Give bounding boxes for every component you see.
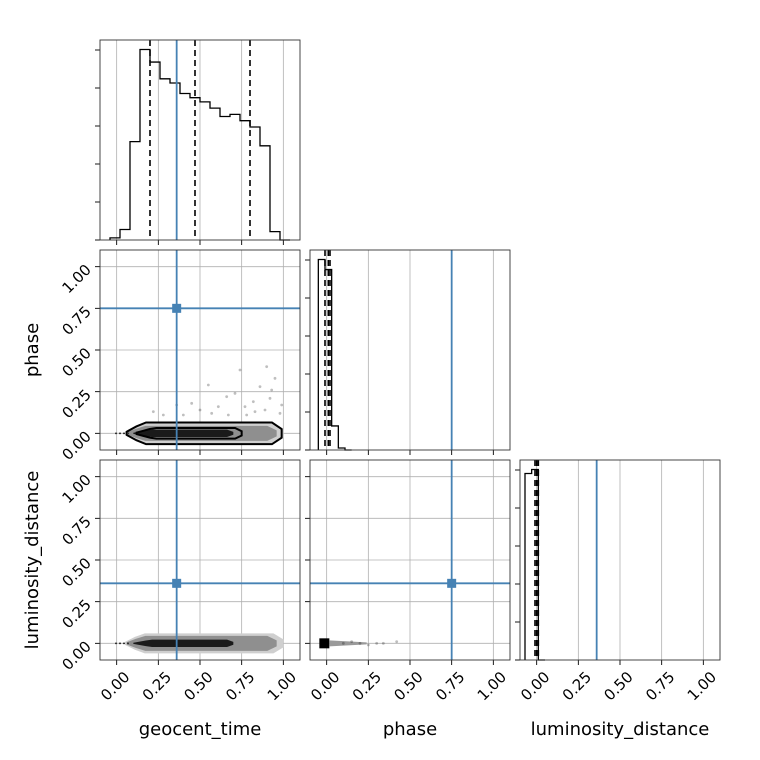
panel-frame-1-1 bbox=[309, 249, 511, 451]
scatter-point-1-0-3 bbox=[198, 408, 202, 412]
ylabel-luminosity-distance: luminosity_distance bbox=[22, 471, 43, 650]
scatter-point-2-1-1 bbox=[350, 640, 354, 644]
scatter-point-2-1-4 bbox=[375, 641, 379, 645]
xtick-label-luminosity_distance-4: 1.00 bbox=[684, 668, 720, 704]
ytick-label-luminosity_distance-0: 0.00 bbox=[58, 637, 94, 673]
xlabel-phase: phase bbox=[383, 719, 437, 740]
ytick-label-luminosity_distance-4: 1.00 bbox=[58, 471, 94, 507]
density-tail-2-1 bbox=[329, 640, 367, 647]
scatter-point-1-0-17 bbox=[226, 413, 230, 417]
ytick-label-phase-4: 1.00 bbox=[58, 261, 94, 297]
scatter-point-1-0-19 bbox=[190, 401, 194, 405]
scatter-point-1-0-5 bbox=[216, 405, 220, 409]
scatter-point-1-0-14 bbox=[273, 376, 277, 380]
truth-marker-1-0 bbox=[172, 303, 182, 313]
scatter-point-1-0-12 bbox=[263, 408, 267, 412]
scatter-point-1-0-4 bbox=[206, 383, 210, 387]
scatter-point-1-0-8 bbox=[238, 368, 242, 372]
truth-marker-2-1 bbox=[447, 578, 457, 588]
ytick-label-luminosity_distance-3: 0.75 bbox=[58, 512, 94, 548]
histogram-phase bbox=[317, 258, 352, 451]
truth-marker-2-0 bbox=[172, 578, 182, 588]
xtick-label-geocent_time-2: 0.50 bbox=[180, 668, 216, 704]
contour-outer-1-0 bbox=[125, 421, 283, 446]
scatter-point-1-0-16 bbox=[265, 365, 269, 369]
panel-frame-2-0 bbox=[99, 459, 301, 661]
contour-inner-1-0 bbox=[135, 427, 243, 440]
density-core-2-0 bbox=[133, 639, 234, 647]
panel-frame-0-0 bbox=[99, 39, 301, 241]
ytick-label-phase-3: 0.75 bbox=[58, 302, 94, 338]
scatter-point-1-0-18 bbox=[161, 413, 165, 417]
ytick-label-luminosity_distance-2: 0.50 bbox=[58, 554, 94, 590]
scatter-point-1-0-22 bbox=[210, 411, 214, 415]
scatter-point-1-0-23 bbox=[243, 405, 247, 409]
xtick-label-phase-3: 0.75 bbox=[432, 668, 468, 704]
xtick-label-luminosity_distance-1: 0.25 bbox=[559, 668, 595, 704]
xtick-label-geocent_time-1: 0.25 bbox=[139, 668, 175, 704]
xtick-label-luminosity_distance-2: 0.50 bbox=[600, 668, 636, 704]
xtick-label-phase-4: 1.00 bbox=[474, 668, 510, 704]
scatter-point-1-0-21 bbox=[280, 403, 284, 407]
scatter-point-1-0-20 bbox=[253, 410, 257, 414]
scatter-point-2-1-0 bbox=[341, 641, 345, 645]
scatter-point-1-0-6 bbox=[225, 395, 229, 399]
scatter-point-2-1-5 bbox=[381, 641, 385, 645]
scatter-point-1-0-2 bbox=[181, 413, 185, 417]
scatter-point-2-1-6 bbox=[395, 640, 399, 644]
xtick-label-luminosity_distance-0: 0.00 bbox=[517, 668, 553, 704]
scatter-point-1-0-15 bbox=[278, 411, 282, 415]
ytick-label-phase-2: 0.50 bbox=[58, 344, 94, 380]
ylabel-phase: phase bbox=[22, 323, 43, 377]
scatter-point-1-0-7 bbox=[233, 391, 237, 395]
scatter-point-1-0-13 bbox=[268, 396, 272, 400]
density-core-2-1 bbox=[319, 638, 330, 649]
panel-frame-1-0 bbox=[99, 249, 301, 451]
scatter-point-1-0-11 bbox=[258, 385, 262, 389]
ytick-label-phase-1: 0.25 bbox=[58, 386, 94, 422]
scatter-point-1-0-0 bbox=[151, 410, 155, 414]
xtick-label-geocent_time-4: 1.00 bbox=[264, 668, 300, 704]
xlabel-luminosity-distance: luminosity_distance bbox=[531, 719, 710, 740]
xtick-label-geocent_time-0: 0.00 bbox=[97, 668, 133, 704]
xtick-label-phase-0: 0.00 bbox=[307, 668, 343, 704]
ytick-label-phase-0: 0.00 bbox=[58, 427, 94, 463]
scatter-point-2-1-2 bbox=[358, 641, 362, 645]
scatter-point-1-0-10 bbox=[251, 400, 255, 404]
scatter-point-1-0-24 bbox=[270, 388, 274, 392]
xtick-label-phase-2: 0.50 bbox=[390, 668, 426, 704]
panel-frame-2-1 bbox=[309, 459, 511, 661]
xtick-label-luminosity_distance-3: 0.75 bbox=[642, 668, 678, 704]
scatter-point-2-1-3 bbox=[366, 643, 370, 647]
xlabel-geocent-time: geocent_time bbox=[139, 719, 262, 740]
histogram-geocent_time bbox=[109, 48, 290, 241]
panel-frame-2-2 bbox=[519, 459, 721, 661]
xtick-label-phase-1: 0.25 bbox=[349, 668, 385, 704]
xtick-label-geocent_time-3: 0.75 bbox=[222, 668, 258, 704]
density-core-1-0 bbox=[133, 429, 234, 437]
scatter-point-1-0-9 bbox=[245, 413, 249, 417]
ytick-label-luminosity_distance-1: 0.25 bbox=[58, 596, 94, 632]
